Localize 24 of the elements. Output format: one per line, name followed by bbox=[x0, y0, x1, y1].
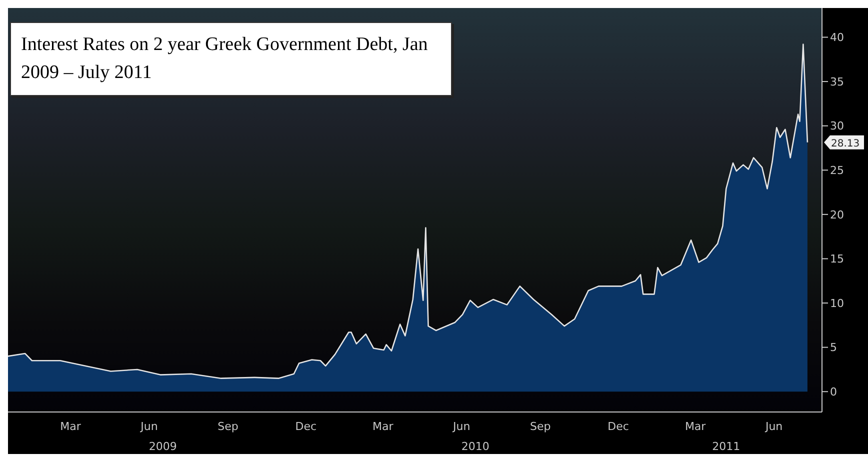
annotation: 28.13 bbox=[831, 138, 860, 150]
y-tick-label: 15 bbox=[830, 252, 844, 266]
x-tick-label: Sep bbox=[218, 420, 238, 433]
x2-tick-label: 2010 bbox=[461, 440, 490, 453]
x-tick-label: Jun bbox=[140, 420, 158, 433]
y-tick-label: 25 bbox=[830, 164, 844, 178]
x-tick-label: Jun bbox=[764, 420, 783, 433]
x-tick-label: Mar bbox=[684, 420, 706, 433]
x-tick-label: Mar bbox=[60, 420, 82, 433]
x2-tick-label: 2009 bbox=[148, 440, 177, 453]
x-tick-label: Dec bbox=[295, 420, 317, 433]
y-tick-label: 0 bbox=[830, 386, 837, 399]
x-tick-label: Sep bbox=[530, 420, 551, 433]
y-tick-label: 5 bbox=[830, 341, 837, 354]
y-tick-label: 20 bbox=[830, 208, 844, 222]
x-tick-label: Mar bbox=[372, 420, 394, 433]
y-tick-label: 35 bbox=[830, 75, 844, 88]
text: Interest Rates on 2 year Greek Government Debt, Jan 2009 – July 2011 bbox=[21, 34, 428, 83]
y-tick-label: 40 bbox=[830, 31, 844, 44]
y-tick-label: 30 bbox=[830, 120, 844, 133]
x-tick-label: Dec bbox=[608, 420, 629, 433]
x-tick-label: Jun bbox=[452, 420, 470, 433]
y-tick-label: 10 bbox=[830, 296, 844, 310]
x2-tick-label: 2011 bbox=[712, 440, 740, 453]
